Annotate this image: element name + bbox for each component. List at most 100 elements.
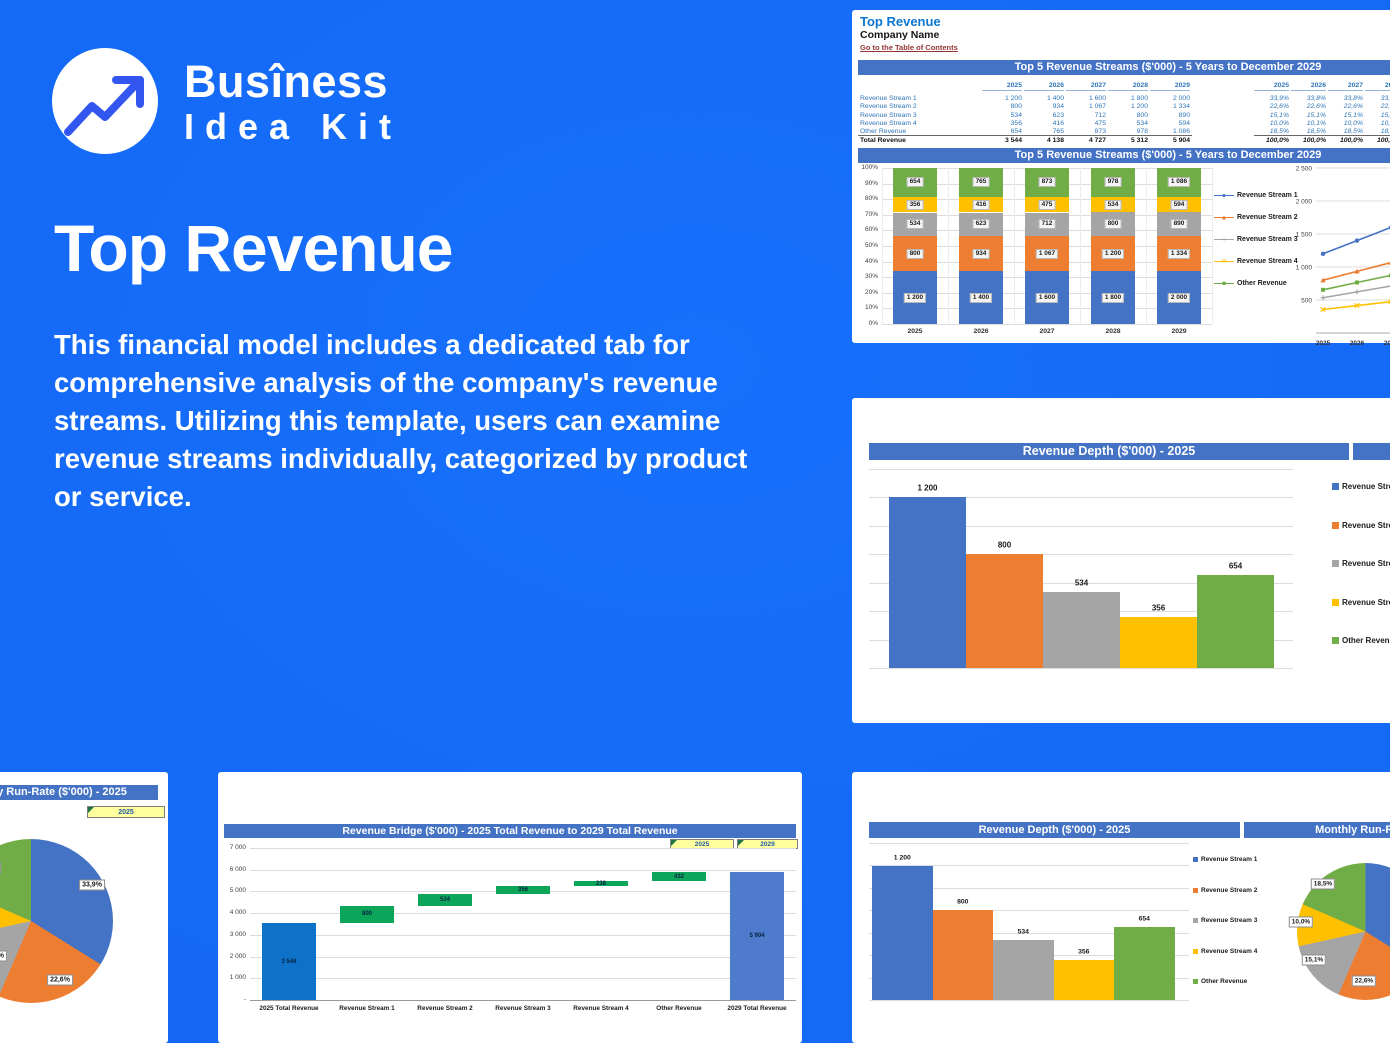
bar-value-label: 1 200 bbox=[893, 854, 911, 861]
waterfall-bar bbox=[652, 871, 706, 882]
cell-pct: 22,6% bbox=[1380, 103, 1390, 111]
bar bbox=[1114, 926, 1175, 1000]
svg-text:2 500: 2 500 bbox=[1296, 166, 1313, 173]
legend-marker: ▲ bbox=[1214, 213, 1234, 222]
svg-text:1 500: 1 500 bbox=[1296, 232, 1313, 239]
bar-segment-label: 475 bbox=[1038, 199, 1056, 210]
grid-line bbox=[869, 468, 1293, 470]
bar-segment-label: 1 800 bbox=[1101, 292, 1125, 303]
grid-line-vertical bbox=[1014, 168, 1015, 324]
cell-pct: 18,5% bbox=[1269, 128, 1289, 136]
legend-item: Revenue Stream 4 bbox=[1193, 948, 1257, 955]
bar-value-label: 800 bbox=[957, 898, 969, 906]
legend-item: ✕ Revenue Stream 4 bbox=[1214, 257, 1298, 266]
axis-tick-label: 70% bbox=[864, 210, 878, 218]
cell-pct: 33,8% bbox=[1306, 95, 1326, 102]
grid-line bbox=[250, 934, 796, 936]
total-divider bbox=[858, 134, 1192, 136]
total-pct: 100,0% bbox=[1376, 137, 1390, 144]
legend-marker: ■ bbox=[1214, 279, 1234, 288]
bar-segment-label: 1 067 bbox=[1035, 248, 1059, 259]
axis-tick-label: 100% bbox=[861, 164, 878, 171]
bar bbox=[1120, 617, 1197, 668]
bar-segment-label: 416 bbox=[972, 199, 990, 210]
legend-marker-line bbox=[1214, 239, 1234, 241]
axis-tick-label: 50% bbox=[864, 242, 878, 249]
grid-line bbox=[869, 1000, 1189, 1001]
legend-item: Revenue Stream 3 bbox=[1193, 917, 1257, 924]
sheet-company-name: Company Name bbox=[860, 29, 940, 41]
row-label: Other Revenue bbox=[860, 128, 907, 136]
waterfall-bar bbox=[574, 881, 628, 887]
legend-item: ● Revenue Stream 1 bbox=[1214, 191, 1298, 200]
cell-value: 1 086 bbox=[1172, 128, 1190, 136]
axis-tick-label: 4 000 bbox=[229, 909, 246, 917]
row-label: Revenue Stream 4 bbox=[860, 119, 917, 127]
year-column-header: 2028 bbox=[1108, 81, 1148, 91]
bar bbox=[1053, 960, 1114, 1000]
bar-value-label: 800 bbox=[361, 911, 373, 918]
pie-slice-label: 22,6% bbox=[1351, 975, 1377, 987]
bar-value-label: 5 904 bbox=[749, 932, 765, 939]
brand-line1: Busîness bbox=[184, 56, 389, 107]
svg-text:1 000: 1 000 bbox=[1296, 265, 1313, 272]
axis-tick-label: 5 000 bbox=[229, 887, 246, 895]
grid-line bbox=[869, 932, 1189, 934]
cell-value: 1 400 bbox=[1046, 95, 1064, 102]
total-value: 5 312 bbox=[1130, 137, 1148, 144]
axis-tick-label: 3 000 bbox=[229, 930, 246, 938]
bar-segment-label: 873 bbox=[1038, 177, 1056, 188]
legend-item: Revenue Stream 1 bbox=[1193, 856, 1257, 863]
axis-category-label: 2026 bbox=[973, 328, 989, 335]
legend-item: ▲ Revenue Stream 2 bbox=[1214, 213, 1298, 222]
brand-line2: Idea Kit bbox=[184, 106, 403, 147]
grid-line bbox=[250, 956, 796, 958]
cell-value: 1 200 bbox=[1004, 95, 1022, 102]
axis-category-label: 2027 bbox=[1039, 328, 1055, 335]
legend-item: ■ Other Revenue bbox=[1214, 279, 1287, 288]
legend-marker-glyph: ■ bbox=[1221, 280, 1227, 287]
bar-segment-label: 800 bbox=[1104, 219, 1122, 230]
legend-swatch bbox=[1193, 918, 1198, 923]
cell-value: 873 bbox=[1094, 128, 1106, 136]
bar bbox=[872, 865, 933, 1000]
cell-value: 2 000 bbox=[1172, 95, 1190, 102]
section-header: Revenue Depth ($'000) - 2025 bbox=[869, 443, 1349, 460]
year-selector[interactable]: 2025 bbox=[87, 806, 165, 818]
page-title: Top Revenue bbox=[54, 211, 454, 285]
cell-pct: 22,6% bbox=[1343, 103, 1363, 111]
waterfall-bar bbox=[418, 894, 472, 906]
axis-category-label: 2025 Total Revenue bbox=[259, 1005, 319, 1012]
grid-line bbox=[869, 865, 1189, 867]
grid-line bbox=[869, 582, 1293, 584]
legend-label: Revenue Stream 1 bbox=[1342, 482, 1390, 491]
pie-slice-label: 18,5% bbox=[0, 862, 1, 874]
table-of-contents-link[interactable]: Go to the Table of Contents bbox=[860, 43, 958, 52]
cell-pct: 33,8% bbox=[1343, 95, 1363, 102]
grid-line bbox=[250, 978, 796, 980]
cell-value: 1 600 bbox=[1088, 95, 1106, 102]
bar bbox=[1043, 591, 1120, 668]
axis-category-label: 2028 bbox=[1105, 328, 1121, 335]
pie-slice-label: 18,5% bbox=[1310, 878, 1336, 890]
axis-category-label: Revenue Stream 1 bbox=[339, 1005, 395, 1012]
legend-swatch bbox=[1193, 948, 1198, 954]
bar-value-label: 534 bbox=[1017, 928, 1029, 936]
cell-value: 1 800 bbox=[1130, 95, 1148, 102]
legend-swatch bbox=[1332, 521, 1339, 529]
revenue-depth-panel: Revenue Depth ($'000) - 2025 1 200 800 534… bbox=[852, 398, 1390, 723]
grid-line-vertical bbox=[1080, 168, 1081, 324]
axis-tick-label: 0% bbox=[868, 320, 878, 327]
legend-marker-glyph: ✕ bbox=[1221, 258, 1227, 265]
monthly-runrate-panel: Monthly Run-Rate ($'000) - 2025 2025 33,… bbox=[0, 772, 168, 1043]
cell-value: 934 bbox=[1052, 103, 1064, 111]
total-pct: 100,0% bbox=[1302, 137, 1326, 144]
legend-label: Revenue Stream 4 bbox=[1342, 597, 1390, 607]
cell-value: 623 bbox=[1052, 111, 1064, 119]
bar-value-label: 356 bbox=[517, 887, 529, 894]
total-divider bbox=[1254, 134, 1390, 136]
legend-marker-line bbox=[1214, 261, 1234, 263]
waterfall-bar bbox=[496, 886, 550, 894]
bar-value-label: 356 bbox=[1078, 948, 1090, 956]
